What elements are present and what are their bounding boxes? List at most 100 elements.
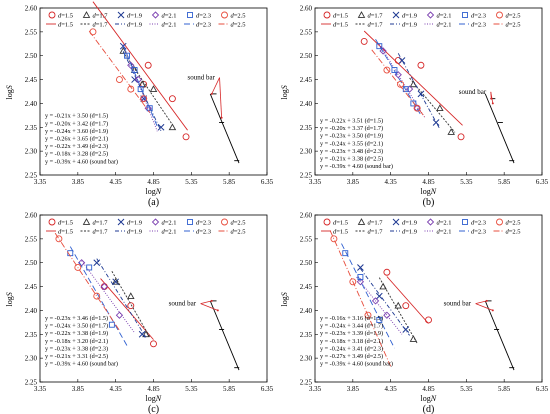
data-point <box>93 292 101 300</box>
sound-bar-line <box>484 300 515 371</box>
data-point <box>119 47 127 54</box>
data-point <box>89 28 97 36</box>
y-tick-label: 2.60 <box>25 212 38 220</box>
legend-line-label: d=2.5 <box>231 22 246 29</box>
y-tick-label: 2.40 <box>300 307 313 315</box>
data-point <box>100 282 108 291</box>
legend-marker <box>221 11 228 19</box>
data-point <box>55 235 63 243</box>
regression-equation: y = -0.27x + 3.49 (d=2.5) <box>320 353 383 360</box>
data-point <box>157 123 165 131</box>
fit-line <box>397 53 441 130</box>
legend-marker-label: d=2.3 <box>471 220 486 227</box>
data-point <box>391 67 398 73</box>
y-tick-label: 2.35 <box>25 331 38 339</box>
y-tick-label: 2.50 <box>300 259 313 267</box>
data-point <box>436 104 444 112</box>
sound-bar-label: sound bar <box>444 300 472 308</box>
x-tick-label: 6.35 <box>536 385 549 393</box>
x-tick-label: 5.85 <box>498 385 511 393</box>
y-axis-title: logS <box>5 292 14 306</box>
regression-equation: y = -0.39x + 4.60 (sound bar) <box>45 158 118 165</box>
regression-equation: y = -0.21x + 3.38 (d=2.5) <box>320 156 383 163</box>
regression-equation: y = -0.21x + 3.50 (d=1.5) <box>45 113 108 120</box>
fit-line <box>92 1 188 131</box>
legend-line-label: d=2.3 <box>196 22 211 29</box>
data-point <box>413 104 421 112</box>
x-tick-label: 3.85 <box>72 385 85 393</box>
x-tick-label: 5.35 <box>460 385 473 393</box>
y-tick-label: 2.50 <box>25 52 38 60</box>
data-point <box>410 100 417 107</box>
data-point <box>402 326 410 333</box>
data-point <box>364 311 372 319</box>
y-tick-label: 2.55 <box>300 28 313 36</box>
sound-bar-label: sound bar <box>459 88 487 96</box>
legend-marker <box>323 11 331 19</box>
x-tick-label: 5.85 <box>498 178 511 186</box>
regression-equation: y = -0.23x + 3.46 (d=1.5) <box>45 315 108 322</box>
legend-marker-label: d=1.7 <box>93 220 109 227</box>
fit-line <box>363 30 463 126</box>
legend-line-label: d=2.5 <box>506 229 521 236</box>
sound-bar-arrow <box>200 303 218 311</box>
data-point <box>330 235 338 243</box>
y-tick-label: 2.40 <box>25 100 38 108</box>
legend-marker <box>323 218 331 226</box>
x-tick-label: 4.85 <box>147 178 160 186</box>
sound-bar-arrowhead <box>220 116 223 119</box>
x-axis-title: logN <box>146 394 162 403</box>
data-point <box>379 282 387 290</box>
data-point <box>342 250 349 257</box>
legend-line-label: d=1.7 <box>93 229 109 236</box>
legend-marker <box>221 218 228 226</box>
legend-marker-label: d=1.5 <box>58 220 73 227</box>
chart-panel: 3.35 3.85 4.35 4.85 5.35 5.85 6.35 2.25 2.30 2.35… <box>5 1 274 208</box>
sound-bar-line <box>484 93 515 164</box>
data-point <box>376 43 383 50</box>
legend-marker-label: d=1.7 <box>368 13 384 20</box>
regression-equation: y = -0.22x + 3.51 (d=1.5) <box>320 118 383 125</box>
data-point <box>111 277 120 285</box>
legend-line-label: d=1.5 <box>58 22 73 29</box>
sound-bar-arrow <box>490 91 494 104</box>
fit-line <box>96 258 147 338</box>
legend-marker <box>462 12 468 18</box>
data-point <box>349 278 357 286</box>
fit-line <box>329 230 392 367</box>
y-tick-label: 2.55 <box>25 28 38 36</box>
legend: d=1.5 d=1.7 d=1.9 d=2.1 d=2.3 d=2.5 d=1.5 d=1.7… <box>46 218 246 236</box>
legend-line-label: d=1.9 <box>402 229 417 236</box>
legend-marker <box>462 219 468 225</box>
data-point <box>357 264 364 271</box>
fit-line <box>122 45 158 127</box>
legend-marker-label: d=2.3 <box>196 220 211 227</box>
y-tick-label: 2.45 <box>25 283 38 291</box>
legend-line-label: d=1.5 <box>333 229 348 236</box>
legend-marker-label: d=1.9 <box>402 220 417 227</box>
y-tick-label: 2.55 <box>25 235 38 243</box>
y-tick-label: 2.50 <box>25 259 38 267</box>
y-tick-label: 2.30 <box>300 148 313 156</box>
fit-line <box>371 49 426 118</box>
x-axis-title: logN <box>421 394 437 403</box>
y-tick-label: 2.25 <box>25 379 38 387</box>
data-point <box>409 335 418 342</box>
legend-line-label: d=2.5 <box>231 229 246 236</box>
x-tick-label: 4.85 <box>422 385 435 393</box>
x-tick-label: 3.35 <box>34 385 47 393</box>
x-tick-label: 5.85 <box>223 178 236 186</box>
data-point <box>398 57 406 64</box>
y-tick-label: 2.60 <box>25 5 38 13</box>
data-point <box>383 268 391 276</box>
data-point <box>127 61 135 69</box>
y-tick-label: 2.45 <box>25 76 38 84</box>
x-axis-title: logN <box>146 187 162 196</box>
y-axis-title: logS <box>280 292 289 306</box>
legend-marker-label: d=1.5 <box>333 13 348 20</box>
legend-marker-label: d=2.5 <box>506 220 521 227</box>
x-tick-label: 3.35 <box>34 178 47 186</box>
x-tick-label: 5.35 <box>185 178 198 186</box>
regression-equation: y = -0.18x + 3.28 (d=2.5) <box>45 151 108 158</box>
legend-marker <box>187 12 193 18</box>
